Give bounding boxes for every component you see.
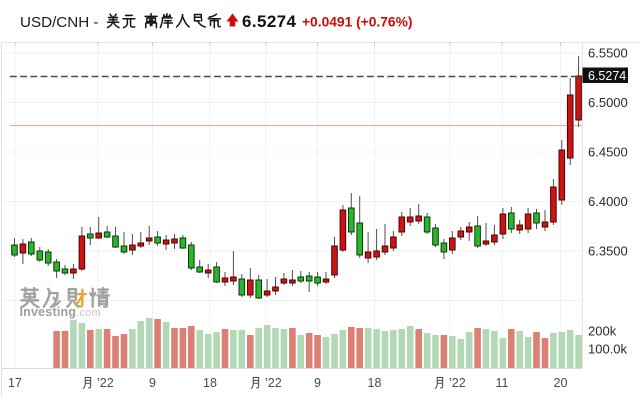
svg-text:6.5500: 6.5500 xyxy=(588,45,628,60)
svg-text:11: 11 xyxy=(496,376,509,390)
svg-text:18: 18 xyxy=(368,376,382,390)
svg-text:’22: ’22 xyxy=(97,376,114,390)
svg-text:6.5274: 6.5274 xyxy=(242,12,297,31)
svg-text:200k: 200k xyxy=(588,323,617,338)
svg-text:6.5274: 6.5274 xyxy=(588,69,626,83)
svg-text:18: 18 xyxy=(203,376,217,390)
svg-text:’22: ’22 xyxy=(265,376,282,390)
svg-text:USD/CNH -: USD/CNH - xyxy=(20,14,98,31)
svg-text:’22: ’22 xyxy=(449,376,466,390)
svg-text:20: 20 xyxy=(554,376,568,390)
svg-text:100.0k: 100.0k xyxy=(588,341,628,356)
svg-text:9: 9 xyxy=(149,376,156,390)
svg-text:6.4000: 6.4000 xyxy=(588,194,628,209)
svg-text:6.4500: 6.4500 xyxy=(588,144,628,159)
svg-text:Investing.com: Investing.com xyxy=(20,305,101,319)
svg-text:9: 9 xyxy=(314,376,321,390)
svg-text:17: 17 xyxy=(8,376,22,390)
svg-text:6.5000: 6.5000 xyxy=(588,95,628,110)
svg-text:+0.0491 (+0.76%): +0.0491 (+0.76%) xyxy=(302,15,412,30)
svg-text:6.3500: 6.3500 xyxy=(588,243,628,258)
